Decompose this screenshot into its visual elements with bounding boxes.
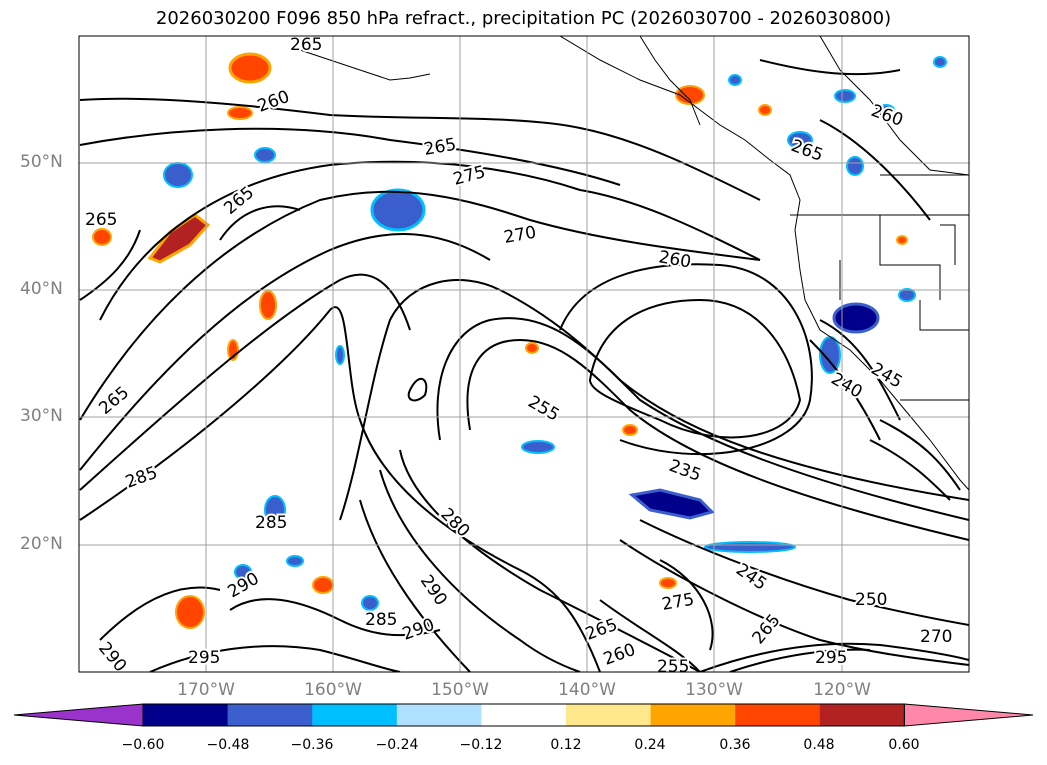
- lon-label-130w: 130°W: [685, 680, 743, 700]
- lon-label-140w: 140°W: [558, 680, 616, 700]
- lon-label-120w: 120°W: [813, 680, 871, 700]
- colorbar-tick-label: −0.24: [375, 737, 419, 753]
- colorbar-tick-label: −0.60: [121, 737, 165, 753]
- colorbar-extend-high: [903, 703, 1034, 727]
- colorbar-tick-label: −0.48: [206, 737, 250, 753]
- lat-label-30n: 30°N: [20, 406, 63, 426]
- lat-lon-grid: [79, 36, 969, 672]
- colorbar-segment: [481, 704, 567, 726]
- lon-label-170w: 170°W: [177, 680, 235, 700]
- colorbar-segment: [312, 704, 398, 726]
- contour-label: 255: [657, 657, 689, 677]
- colorbar-tick-label: 0.36: [719, 737, 751, 753]
- colorbar-tick-label: 0.48: [803, 737, 835, 753]
- lat-label-50n: 50°N: [20, 152, 63, 172]
- plot-frame: [78, 35, 970, 673]
- precip-negative-areas: [163, 56, 947, 611]
- lon-label-150w: 150°W: [431, 680, 489, 700]
- colorbar-segment: [566, 704, 652, 726]
- colorbar-tick-label: 0.12: [550, 737, 582, 753]
- lon-label-160w: 160°W: [304, 680, 362, 700]
- contour-label: 265: [290, 35, 322, 55]
- lat-label-20n: 20°N: [20, 534, 63, 554]
- precip-positive-areas: [92, 52, 908, 629]
- contour-label: 250: [855, 590, 887, 610]
- contour-label: 270: [920, 627, 952, 647]
- colorbar-segment: [650, 704, 736, 726]
- contour-label: 275: [660, 590, 695, 615]
- contour-label: 285: [255, 513, 287, 533]
- colorbar-extend-low: [13, 703, 144, 727]
- colorbar-segment: [396, 704, 482, 726]
- colorbar-segment: [819, 704, 905, 726]
- colorbar-segment: [143, 704, 229, 726]
- contour-label: 285: [365, 610, 397, 630]
- refractivity-contours: [79, 59, 969, 672]
- colorbar-tick-label: 0.24: [634, 737, 666, 753]
- colorbar-frame: [142, 703, 905, 727]
- contour-label: 265: [85, 210, 117, 230]
- colorbar-tick-label: 0.60: [888, 737, 920, 753]
- colorbar-tick-label: −0.12: [459, 737, 503, 753]
- map-title: 2026030200 F096 850 hPa refract., precip…: [155, 8, 892, 29]
- contour-label: 295: [188, 648, 220, 668]
- colorbar: [13, 703, 1034, 727]
- colorbar-segment: [227, 704, 313, 726]
- lat-label-40n: 40°N: [20, 279, 63, 299]
- colorbar-segment: [735, 704, 821, 726]
- contour-label: 295: [815, 648, 847, 668]
- colorbar-tick-label: −0.36: [290, 737, 334, 753]
- coastlines: [299, 36, 969, 491]
